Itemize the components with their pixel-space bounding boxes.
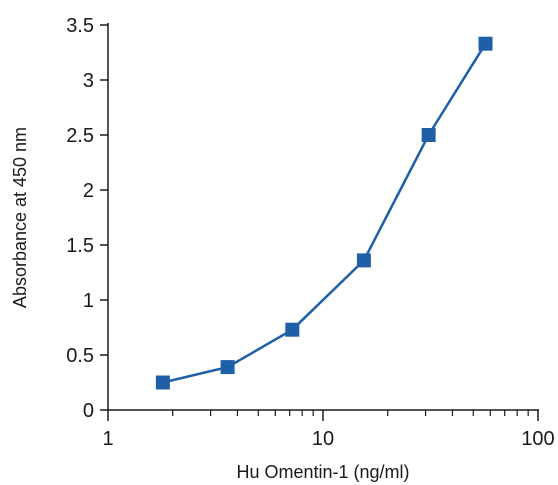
- series-line: [162, 43, 487, 384]
- y-tick-label: 2: [83, 180, 94, 202]
- data-point-marker: [421, 128, 436, 142]
- y-tick-label: 0: [83, 400, 94, 422]
- data-point-marker: [478, 36, 493, 51]
- y-axis-title: Absorbance at 450 nm: [10, 127, 30, 308]
- x-tick-label: 100: [521, 428, 554, 450]
- x-axis-ticks: 1 10 100: [102, 410, 555, 450]
- series-layer: [155, 36, 493, 390]
- y-tick-label: 1.5: [66, 235, 94, 257]
- data-point-marker: [356, 253, 371, 268]
- axes: [107, 23, 539, 411]
- x-axis-title: Hu Omentin-1 (ng/ml): [236, 462, 409, 482]
- data-point-marker: [285, 322, 300, 337]
- y-tick-label: 2.5: [66, 125, 94, 147]
- y-tick-label: 3: [83, 70, 94, 92]
- x-tick-label: 10: [312, 428, 334, 450]
- y-axis-ticks: 0 0.5 1 1.5 2 2.5 3 3.5: [66, 15, 108, 422]
- data-point-marker: [220, 360, 235, 375]
- y-tick-label: 0.5: [66, 345, 94, 367]
- data-point-marker: [155, 375, 170, 390]
- x-tick-label: 1: [102, 428, 113, 450]
- y-tick-label: 1: [83, 290, 94, 312]
- y-tick-label: 3.5: [66, 15, 94, 37]
